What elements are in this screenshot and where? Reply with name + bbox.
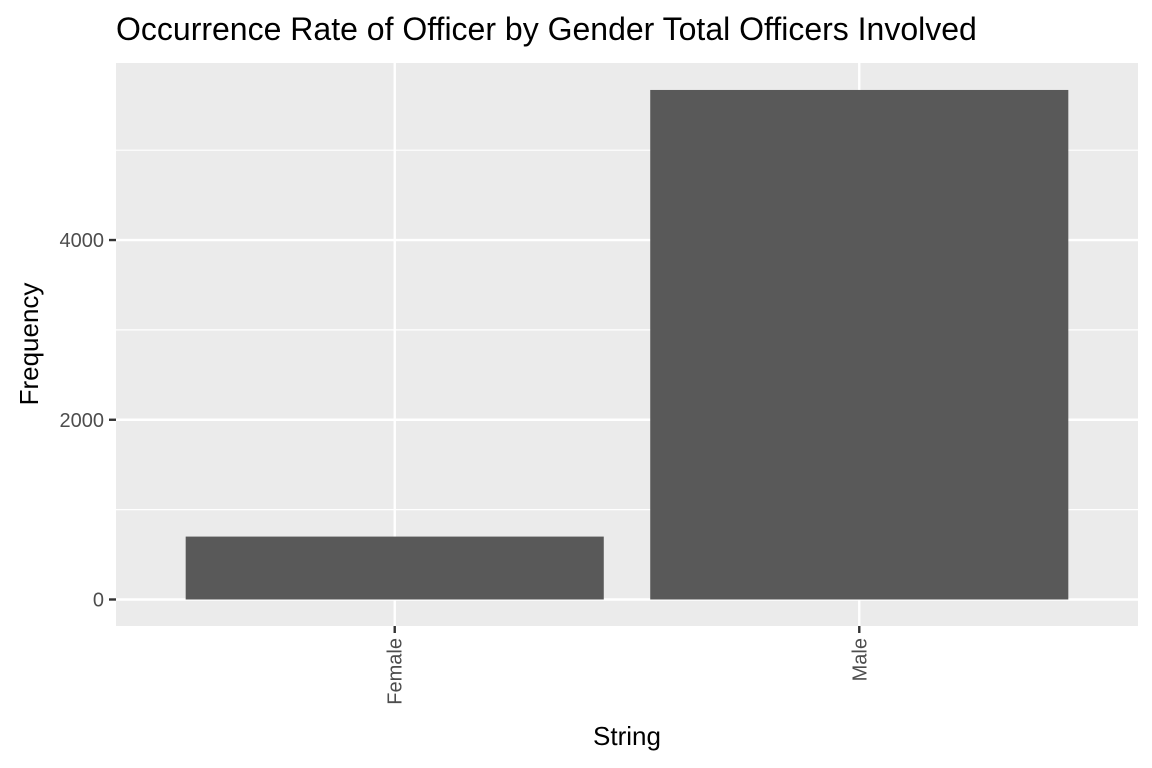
x-tick-label-female: Female: [385, 638, 407, 705]
x-axis: Female Male: [385, 626, 871, 705]
x-tick-label-male: Male: [849, 638, 871, 681]
y-axis: 0 2000 4000: [60, 230, 116, 611]
y-tick-label: 0: [93, 589, 104, 611]
bar-male: [650, 89, 1069, 600]
y-tick-label: 4000: [60, 230, 105, 252]
bars: [185, 89, 1069, 600]
chart-title: Occurrence Rate of Officer by Gender Tot…: [116, 11, 977, 47]
bar-female: [185, 536, 604, 600]
x-axis-title: String: [593, 721, 661, 751]
y-axis-title: Frequency: [14, 283, 44, 406]
y-tick-label: 2000: [60, 410, 105, 432]
